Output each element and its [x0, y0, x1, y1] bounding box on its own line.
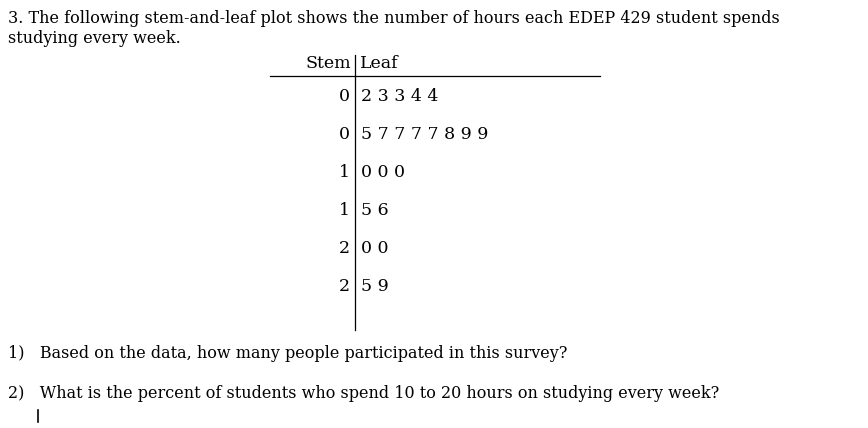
Text: 2 3 3 4 4: 2 3 3 4 4: [361, 88, 438, 105]
Text: Leaf: Leaf: [360, 55, 398, 72]
Text: 0: 0: [339, 126, 350, 143]
Text: Stem: Stem: [306, 55, 351, 72]
Text: 5 7 7 7 7 8 9 9: 5 7 7 7 7 8 9 9: [361, 126, 489, 143]
Text: 0 0: 0 0: [361, 240, 389, 257]
Text: 2: 2: [339, 240, 350, 257]
Text: 2)   What is the percent of students who spend 10 to 20 hours on studying every : 2) What is the percent of students who s…: [8, 385, 720, 402]
Text: 5 6: 5 6: [361, 202, 389, 219]
Text: 1)   Based on the data, how many people participated in this survey?: 1) Based on the data, how many people pa…: [8, 345, 568, 362]
Text: 5 9: 5 9: [361, 278, 389, 295]
Text: 1: 1: [339, 164, 350, 181]
Text: studying every week.: studying every week.: [8, 30, 181, 47]
Text: 1: 1: [339, 202, 350, 219]
Text: 0 0 0: 0 0 0: [361, 164, 405, 181]
Text: 3. The following stem-and-leaf plot shows the number of hours each EDEP 429 stud: 3. The following stem-and-leaf plot show…: [8, 10, 779, 27]
Text: 2: 2: [339, 278, 350, 295]
Text: 0: 0: [339, 88, 350, 105]
